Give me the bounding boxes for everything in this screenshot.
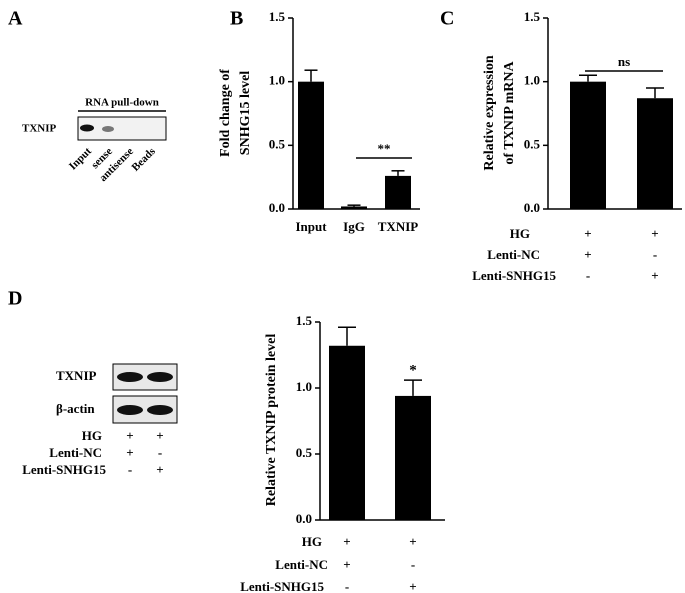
- condition-label: HG: [302, 534, 322, 549]
- band: [102, 126, 114, 132]
- y-tick-label: 1.0: [269, 73, 285, 88]
- condition-label: Lenti-SNHG15: [22, 462, 106, 477]
- y-tick-label: 0.5: [524, 136, 541, 151]
- condition-sign: +: [126, 445, 133, 460]
- y-tick-label: 1.5: [269, 9, 286, 24]
- bar: [341, 206, 367, 209]
- y-tick-label: 1.5: [524, 9, 541, 24]
- condition-sign: +: [409, 579, 416, 593]
- condition-sign: +: [651, 268, 658, 283]
- condition-sign: -: [158, 445, 162, 460]
- y-tick-label: 1.0: [296, 379, 312, 394]
- condition-label: Lenti-SNHG15: [240, 579, 324, 593]
- condition-sign: -: [653, 247, 657, 262]
- condition-sign: +: [584, 247, 591, 262]
- bar: [637, 98, 673, 209]
- panel-label: C: [440, 8, 454, 30]
- y-tick-label: 0.0: [269, 200, 285, 215]
- band: [80, 124, 94, 132]
- y-axis-label: Relative TXNIP protein level: [264, 334, 279, 507]
- y-tick-label: 1.0: [524, 73, 540, 88]
- panel-label: A: [8, 8, 23, 30]
- y-axis-label: Relative expression: [482, 55, 497, 170]
- condition-sign: -: [128, 462, 132, 477]
- condition-sign: -: [411, 557, 415, 572]
- condition-sign: -: [345, 579, 349, 593]
- condition-label: Lenti-NC: [487, 247, 540, 262]
- condition-label: Lenti-SNHG15: [472, 268, 556, 283]
- condition-sign: +: [156, 462, 163, 477]
- y-axis-label: Fold change of: [218, 69, 233, 157]
- band: [117, 372, 143, 382]
- x-tick-label: TXNIP: [378, 219, 419, 234]
- band: [117, 405, 143, 415]
- significance-label: **: [378, 141, 391, 156]
- significance-label: *: [409, 363, 417, 379]
- x-tick-label: IgG: [343, 219, 365, 234]
- y-axis-label: of TXNIP mRNA: [502, 61, 517, 165]
- y-tick-label: 0.0: [524, 200, 540, 215]
- bar: [298, 81, 324, 209]
- condition-label: HG: [82, 428, 102, 443]
- panel-label: B: [230, 8, 243, 30]
- condition-label: Lenti-NC: [49, 445, 102, 460]
- condition-label: HG: [510, 226, 530, 241]
- condition-sign: +: [584, 226, 591, 241]
- blot-row-label: TXNIP: [22, 123, 57, 135]
- bar: [395, 395, 431, 520]
- condition-sign: -: [586, 268, 590, 283]
- condition-sign: +: [343, 534, 350, 549]
- band: [147, 405, 173, 415]
- condition-sign: +: [343, 557, 350, 572]
- blot-row-label: β-actin: [56, 401, 95, 416]
- x-tick-label: Input: [295, 219, 327, 234]
- band: [147, 372, 173, 382]
- condition-label: Lenti-NC: [275, 557, 328, 572]
- panel-label: D: [8, 288, 22, 310]
- condition-sign: +: [651, 226, 658, 241]
- y-tick-label: 0.5: [296, 445, 313, 460]
- condition-sign: +: [409, 534, 416, 549]
- blot-row-label: TXNIP: [56, 368, 97, 383]
- condition-sign: +: [156, 428, 163, 443]
- blot-header: RNA pull-down: [85, 97, 159, 109]
- bar: [570, 81, 606, 209]
- y-axis-label: SNHG15 level: [238, 71, 253, 155]
- bar: [329, 345, 365, 520]
- y-tick-label: 1.5: [296, 313, 313, 328]
- bar: [385, 175, 411, 209]
- y-tick-label: 0.5: [269, 136, 286, 151]
- y-tick-label: 0.0: [296, 511, 312, 526]
- condition-sign: +: [126, 428, 133, 443]
- blot: [77, 116, 167, 141]
- significance-label: ns: [618, 54, 630, 69]
